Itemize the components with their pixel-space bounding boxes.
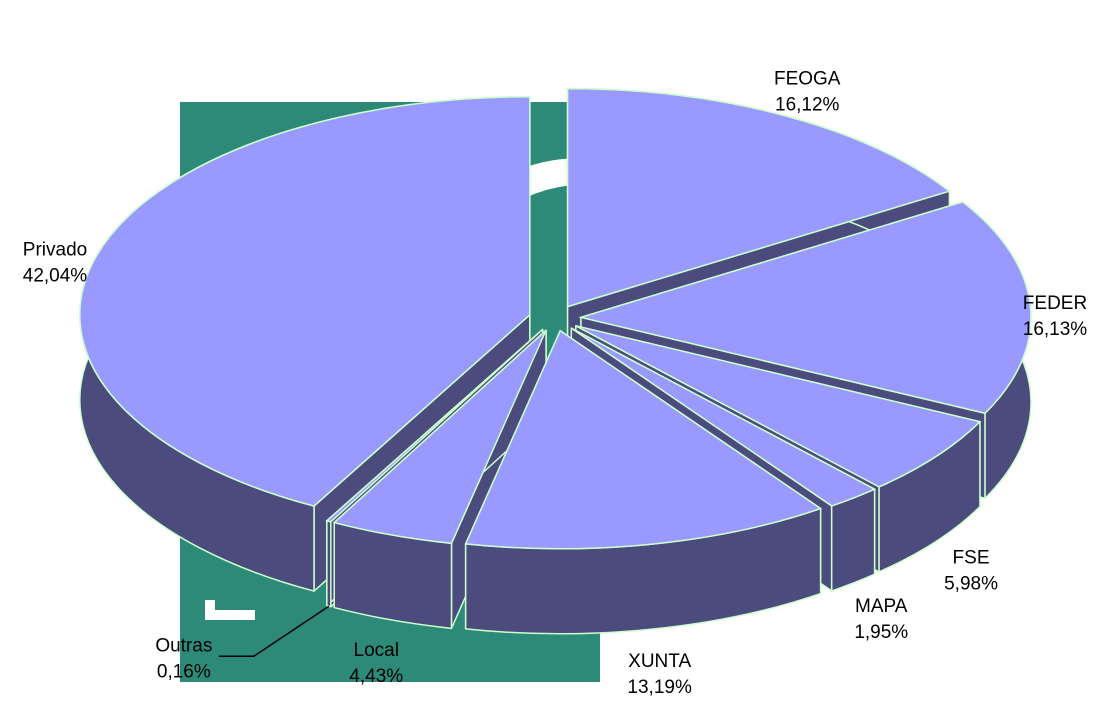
leader-line: [218, 605, 330, 658]
slice-value-label: 13,19%: [627, 677, 692, 698]
slice-top: [325, 328, 544, 523]
slice-top: [570, 327, 877, 507]
slice-top: [464, 329, 823, 550]
slice-label: MAPA: [855, 596, 908, 617]
slice-outer-wall: [326, 519, 332, 608]
slice-label: Outras: [155, 635, 212, 656]
slice-top: [575, 325, 982, 488]
slice-top: [578, 201, 1032, 415]
slice-value-label: 1,95%: [854, 622, 908, 643]
slice-value-label: 42,04%: [23, 265, 88, 286]
slice-label: XUNTA: [628, 651, 691, 672]
slice-value-label: 16,13%: [1023, 319, 1088, 340]
slice-label: Privado: [23, 239, 87, 260]
slice-label: FEOGA: [774, 68, 841, 89]
slice-value-label: 0,16%: [157, 661, 211, 682]
slice-top: [566, 87, 951, 308]
pie-slice: [464, 329, 823, 635]
slice-top: [79, 96, 531, 507]
slice-label: FSE: [953, 547, 990, 568]
slice-top: [332, 329, 547, 545]
slice-value-label: 5,98%: [944, 573, 998, 594]
slice-value-label: 16,12%: [775, 94, 840, 115]
slice-value-label: 4,43%: [349, 666, 403, 687]
slice-label: Local: [354, 640, 399, 661]
emblem-corner: [205, 600, 255, 620]
slice-label: FEDER: [1023, 293, 1087, 314]
